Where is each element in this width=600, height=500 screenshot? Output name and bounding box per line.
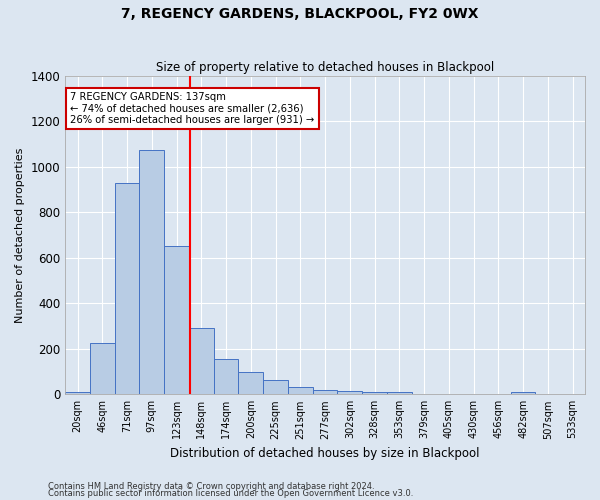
Bar (263, 380, 288, 394)
Bar (139, 150, 164, 394)
Bar (164, 246, 189, 394)
Text: Contains public sector information licensed under the Open Government Licence v3: Contains public sector information licen… (48, 490, 413, 498)
Text: Contains HM Land Registry data © Crown copyright and database right 2024.: Contains HM Land Registry data © Crown c… (48, 482, 374, 491)
Bar (189, 328, 214, 394)
Y-axis label: Number of detached properties: Number of detached properties (15, 148, 25, 322)
Text: 7 REGENCY GARDENS: 137sqm
← 74% of detached houses are smaller (2,636)
26% of se: 7 REGENCY GARDENS: 137sqm ← 74% of detac… (70, 92, 314, 125)
Bar (288, 388, 313, 394)
Bar (387, 392, 412, 394)
Title: Size of property relative to detached houses in Blackpool: Size of property relative to detached ho… (156, 62, 494, 74)
Bar (90, 343, 115, 394)
Bar (65, 392, 90, 394)
Bar (115, 182, 139, 394)
Text: 7, REGENCY GARDENS, BLACKPOOL, FY2 0WX: 7, REGENCY GARDENS, BLACKPOOL, FY2 0WX (121, 8, 479, 22)
Bar (313, 390, 337, 394)
Bar (362, 392, 387, 394)
Bar (511, 392, 535, 394)
X-axis label: Distribution of detached houses by size in Blackpool: Distribution of detached houses by size … (170, 447, 480, 460)
Bar (214, 359, 238, 394)
Bar (337, 391, 362, 394)
Bar (238, 372, 263, 394)
